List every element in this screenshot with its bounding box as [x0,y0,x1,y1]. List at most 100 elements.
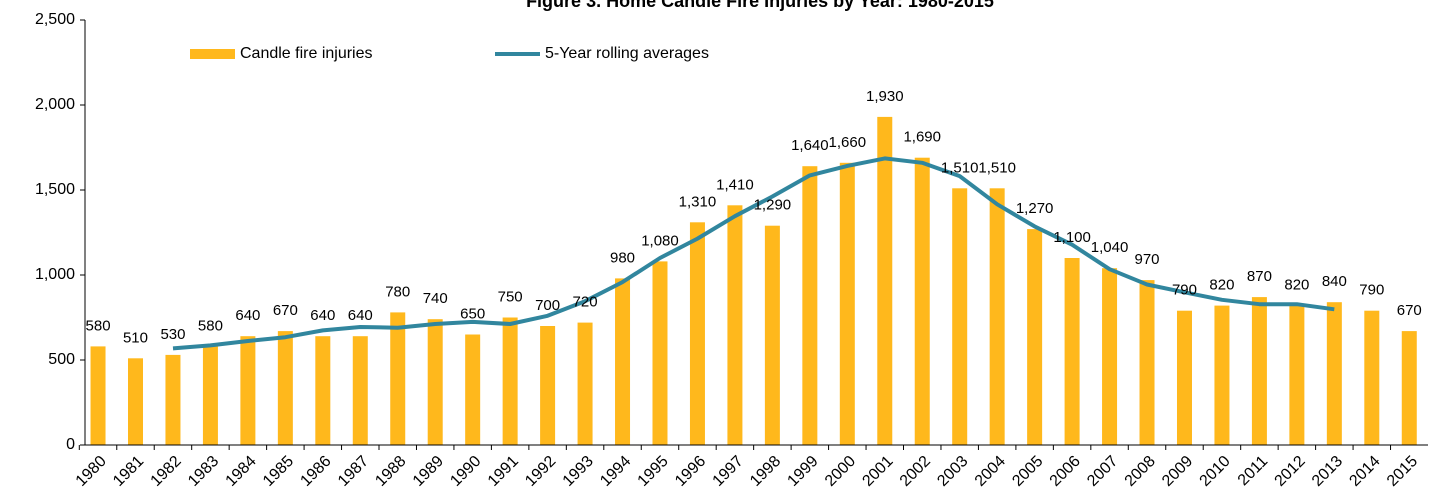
x-tick-label: 2004 [972,453,1009,490]
value-label: 640 [310,307,335,324]
bar [352,336,368,445]
chart-title: Figure 3. Home Candle Fire Injuries by Y… [526,0,994,11]
bar [390,312,406,445]
value-label: 1,690 [903,129,941,146]
value-label: 820 [1284,277,1309,294]
value-label: 580 [198,317,223,334]
value-label: 1,510 [941,159,979,176]
value-label: 510 [123,329,148,346]
value-label: 1,040 [1091,239,1129,256]
x-tick-label: 2006 [1047,453,1084,490]
x-tick-label: 2015 [1384,453,1421,490]
value-label: 640 [348,307,373,324]
x-tick-label: 1980 [73,453,110,490]
x-tick-label: 2009 [1159,453,1196,490]
x-tick-label: 1984 [223,453,260,490]
x-tick-label: 1995 [635,453,672,490]
bar [202,346,218,445]
value-label: 1,930 [866,88,904,105]
value-label: 820 [1209,277,1234,294]
bar [277,331,293,445]
x-tick-label: 1986 [297,453,334,490]
bar [989,188,1005,446]
bar [727,205,743,445]
value-label: 1,410 [716,176,754,193]
x-tick-label: 1985 [260,453,297,490]
value-label: 1,510 [978,159,1016,176]
bar [764,225,780,445]
x-tick-label: 1983 [185,453,222,490]
x-tick-label: 1993 [560,453,597,490]
bar [1027,229,1043,445]
value-label: 840 [1322,273,1347,290]
value-label: 1,080 [641,232,679,249]
bar [652,261,668,445]
value-label: 780 [385,283,410,300]
legend-label: 5-Year rolling averages [545,45,709,62]
y-tick-label: 1,000 [35,266,75,283]
bar [540,326,556,445]
bar [1401,331,1417,445]
value-label: 580 [86,317,111,334]
x-tick-label: 2007 [1084,453,1121,490]
x-tick-label: 1982 [148,453,185,490]
x-tick-label: 2000 [822,453,859,490]
value-label: 720 [573,294,598,311]
x-tick-label: 2001 [859,453,896,490]
y-tick-label: 500 [48,351,75,368]
x-tick-label: 1981 [110,453,147,490]
bar [802,166,818,445]
value-label: 670 [273,302,298,319]
bar [465,334,481,445]
value-label: 740 [423,290,448,307]
x-tick-label: 1987 [335,453,372,490]
value-label: 640 [235,307,260,324]
value-label: 700 [535,297,560,314]
value-label: 750 [498,288,523,305]
bar [839,162,855,446]
value-label: 1,270 [1016,200,1054,217]
bar [914,157,930,445]
bar [1176,310,1192,445]
bar [1326,302,1342,445]
rolling-average-line [172,156,1335,351]
bar [427,319,443,445]
bar [1364,310,1380,445]
value-label: 1,640 [791,137,829,154]
bar [1139,280,1155,445]
bar [502,317,518,445]
value-label: 670 [1397,302,1422,319]
y-tick-label: 2,500 [35,11,75,28]
bar [127,358,143,445]
x-tick-label: 1999 [784,453,821,490]
bar [1214,305,1230,445]
x-tick-label: 1991 [485,453,522,490]
x-tick-label: 2002 [897,453,934,490]
y-tick-label: 0 [66,436,75,453]
value-label: 870 [1247,268,1272,285]
value-label: 970 [1135,251,1160,268]
legend-label: Candle fire injuries [240,45,373,62]
bar [90,346,106,445]
x-tick-label: 1990 [447,453,484,490]
x-tick-label: 1998 [747,453,784,490]
value-label: 790 [1359,282,1384,299]
value-label: 1,290 [754,197,792,214]
bar [577,322,593,445]
x-tick-label: 1988 [372,453,409,490]
value-label: 1,100 [1053,229,1091,246]
bar [952,188,968,446]
bar [689,222,705,445]
value-label: 530 [160,326,185,343]
legend-swatch [190,49,235,59]
value-label: 650 [460,305,485,322]
x-tick-label: 2014 [1346,453,1383,490]
x-tick-label: 1994 [597,453,634,490]
x-tick-label: 1989 [410,453,447,490]
bar [240,336,256,445]
bar [1251,297,1267,445]
bar [165,354,181,445]
bar [615,278,631,445]
value-label: 1,310 [679,193,717,210]
